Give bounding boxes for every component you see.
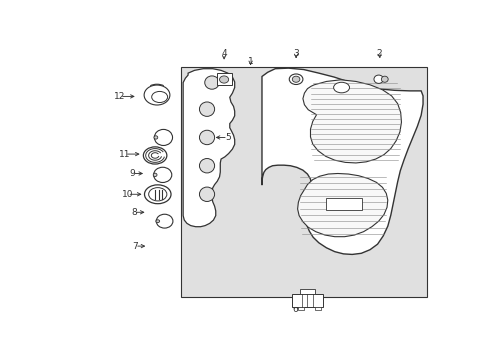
Text: 2: 2 <box>376 49 382 58</box>
Ellipse shape <box>199 158 214 173</box>
Bar <box>180 67 426 297</box>
Text: 10: 10 <box>122 190 133 199</box>
Ellipse shape <box>381 76 387 82</box>
Ellipse shape <box>219 76 228 83</box>
Ellipse shape <box>204 76 219 89</box>
Bar <box>297 306 303 310</box>
FancyBboxPatch shape <box>299 289 314 294</box>
Ellipse shape <box>153 167 171 183</box>
Text: 4: 4 <box>221 49 226 58</box>
Bar <box>314 306 320 310</box>
Ellipse shape <box>333 82 349 93</box>
Ellipse shape <box>151 91 167 103</box>
Ellipse shape <box>154 136 158 139</box>
Ellipse shape <box>373 75 383 84</box>
Ellipse shape <box>289 74 302 85</box>
Polygon shape <box>302 80 401 163</box>
Text: 1: 1 <box>247 57 253 66</box>
Text: 5: 5 <box>224 133 230 142</box>
FancyBboxPatch shape <box>326 198 362 210</box>
Text: 3: 3 <box>293 49 298 58</box>
Ellipse shape <box>144 185 171 204</box>
Ellipse shape <box>154 129 172 145</box>
Text: 12: 12 <box>114 92 125 101</box>
Ellipse shape <box>199 102 214 116</box>
FancyBboxPatch shape <box>292 294 322 307</box>
Text: 8: 8 <box>131 208 137 217</box>
Ellipse shape <box>156 220 159 222</box>
Ellipse shape <box>199 130 214 145</box>
Polygon shape <box>297 174 387 237</box>
Text: 6: 6 <box>292 305 298 314</box>
Ellipse shape <box>156 214 173 228</box>
Ellipse shape <box>199 187 214 202</box>
Ellipse shape <box>144 85 169 105</box>
Polygon shape <box>262 68 422 255</box>
Ellipse shape <box>143 147 166 164</box>
Ellipse shape <box>153 173 157 176</box>
Text: 11: 11 <box>119 150 130 158</box>
Text: 7: 7 <box>132 242 138 251</box>
Text: 9: 9 <box>129 169 135 178</box>
Bar <box>216 73 231 85</box>
Ellipse shape <box>292 76 299 82</box>
Polygon shape <box>183 69 234 227</box>
Ellipse shape <box>148 188 166 201</box>
